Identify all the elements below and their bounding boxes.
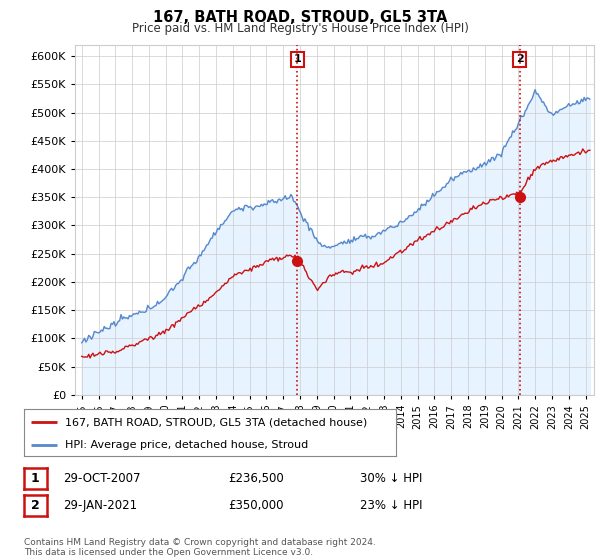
Text: Price paid vs. HM Land Registry's House Price Index (HPI): Price paid vs. HM Land Registry's House … [131, 22, 469, 35]
Text: 2: 2 [31, 499, 40, 512]
Text: 29-JAN-2021: 29-JAN-2021 [63, 499, 137, 512]
Text: £350,000: £350,000 [228, 499, 284, 512]
Text: 23% ↓ HPI: 23% ↓ HPI [360, 499, 422, 512]
Text: 167, BATH ROAD, STROUD, GL5 3TA (detached house): 167, BATH ROAD, STROUD, GL5 3TA (detache… [65, 417, 367, 427]
Text: HPI: Average price, detached house, Stroud: HPI: Average price, detached house, Stro… [65, 440, 308, 450]
Text: 1: 1 [293, 54, 301, 64]
Text: 1: 1 [31, 472, 40, 486]
Text: Contains HM Land Registry data © Crown copyright and database right 2024.
This d: Contains HM Land Registry data © Crown c… [24, 538, 376, 557]
Text: £236,500: £236,500 [228, 472, 284, 486]
Text: 30% ↓ HPI: 30% ↓ HPI [360, 472, 422, 486]
Text: 29-OCT-2007: 29-OCT-2007 [63, 472, 140, 486]
Text: 167, BATH ROAD, STROUD, GL5 3TA: 167, BATH ROAD, STROUD, GL5 3TA [153, 10, 447, 25]
Text: 2: 2 [516, 54, 524, 64]
